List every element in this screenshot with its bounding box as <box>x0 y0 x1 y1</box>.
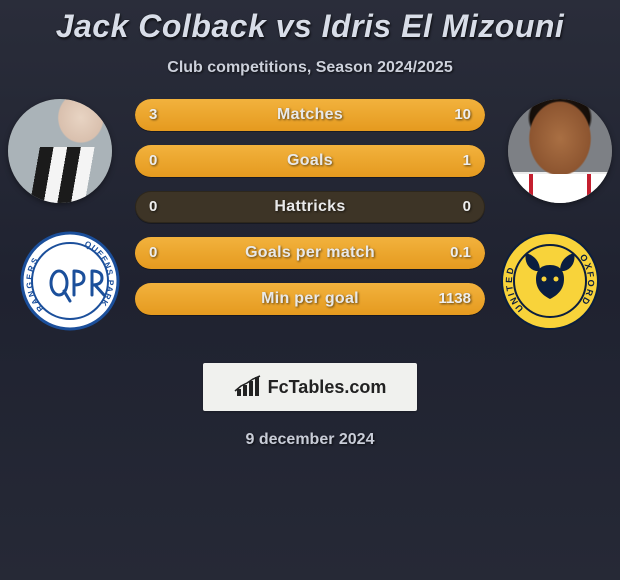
player-left-avatar <box>8 99 112 203</box>
stat-value-right: 10 <box>440 99 485 131</box>
stat-value-right: 1138 <box>424 283 485 315</box>
stat-value-left: 0 <box>135 237 171 269</box>
page-subtitle: Club competitions, Season 2024/2025 <box>0 59 620 77</box>
stat-value-left: 3 <box>135 99 171 131</box>
stat-value-right: 1 <box>449 145 485 177</box>
chart-icon <box>234 375 262 399</box>
stat-value-left: 0 <box>135 145 171 177</box>
stat-value-left: 0 <box>135 191 171 223</box>
stat-label: Hattricks <box>135 191 485 223</box>
stat-label: Goals <box>135 145 485 177</box>
stat-bar: Hattricks0 0 <box>135 191 485 223</box>
stat-bar: Matches3 10 <box>135 99 485 131</box>
stat-value-right: 0 <box>449 191 485 223</box>
stat-label: Matches <box>135 99 485 131</box>
stat-bar: Min per goal1138 <box>135 283 485 315</box>
snapshot-date: 9 december 2024 <box>0 431 620 449</box>
stat-bars: Matches310Goals01Hattricks00Goals per ma… <box>135 99 485 329</box>
stat-bar: Goals per match0 0.1 <box>135 237 485 269</box>
page-title: Jack Colback vs Idris El Mizouni <box>0 0 620 45</box>
stat-value-right: 0.1 <box>436 237 485 269</box>
comparison-panel: QUEENS PARK RANGERS OXFORD <box>0 99 620 359</box>
player-right-avatar <box>508 99 612 203</box>
stat-value-left <box>135 283 163 315</box>
attribution-box: FcTables.com <box>203 363 417 411</box>
stat-label: Goals per match <box>135 237 485 269</box>
attribution-text: FcTables.com <box>268 377 387 398</box>
club-left-badge: QUEENS PARK RANGERS <box>20 231 120 331</box>
club-right-badge: OXFORD UNITED <box>500 231 600 331</box>
stat-bar: Goals0 1 <box>135 145 485 177</box>
